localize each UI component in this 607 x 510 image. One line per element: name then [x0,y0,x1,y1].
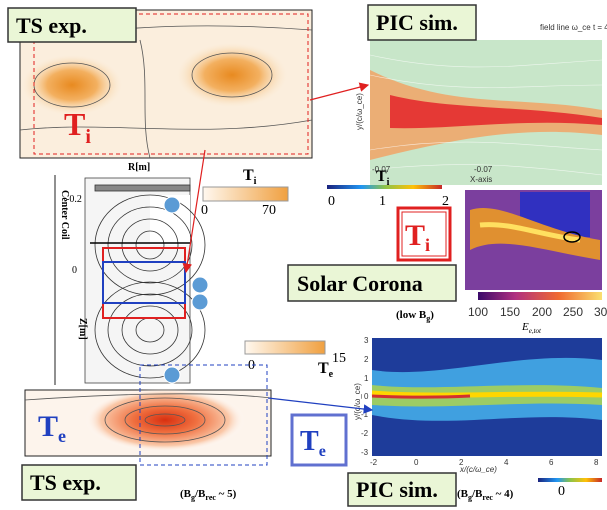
ts-bottom-note: (Bg/Brec ~ 5) [180,488,237,502]
pic-bottom-image [371,338,603,456]
ti-sim-tick: 1 [379,194,386,209]
label-box [21,464,137,501]
x-tick: -2 [370,458,378,467]
solar-image [465,190,602,290]
ts-top-title: TS exp. [16,13,87,38]
coil-label: Center Coil [59,190,70,240]
pic-bottom-colorbar-tick: 0 [558,484,565,499]
pic-top-x-tick: -0.07 [372,165,391,174]
arrow [267,397,374,414]
x-tick: 2 [459,458,464,467]
y-tick: -1 [361,410,369,419]
ti-sim-colorbar [327,185,442,189]
y-tick: 1 [364,374,369,383]
ti-tick: 0 [201,203,208,218]
z-tick: -0.2 [66,194,82,205]
ti-colorbar-label: Ti [243,167,257,187]
r-label: R[m] [128,162,150,173]
x-tick: 6 [549,458,554,467]
pic-top-title: PIC sim. [376,10,458,35]
pic-top-header: field line ω_ce t = 400.785 [540,23,607,32]
ts-top-image [19,9,313,159]
ti-label: Ti [64,106,91,148]
arrow [182,149,206,274]
z-tick: 0 [72,265,77,276]
pic-bottom-colorbar [538,478,602,482]
ts-bottom-image [24,388,272,457]
pic-bottom-x-label: x/(c/ω_ce) [459,465,497,474]
pic-top-image [369,40,603,185]
pic-bottom-note: (Bg/Brec ~ 4) [457,488,514,502]
solar-tick: 100 [468,305,488,319]
solar-colorbar [478,292,602,300]
x-tick: 4 [504,458,509,467]
y-tick: -3 [361,448,369,457]
solar-tick: 150 [500,305,520,319]
y-tick: 0 [364,392,369,401]
ti-tick: 70 [262,203,276,218]
ti-boxed-label: Ti [405,219,430,255]
ti-sim-colorbar-label: Ti [376,168,390,188]
y-tick: -2 [361,429,369,438]
ts-bottom-title: TS exp. [30,470,101,495]
solar-tick: 300 [594,305,607,319]
ti-boxed [396,206,452,262]
arrow [309,82,370,101]
te-boxed-label: Te [300,426,326,460]
te-tick: 15 [332,351,346,366]
blue-dashed [139,364,268,466]
te-colorbar-label: Te [318,360,334,380]
pic-top-x-label: X-axis [470,175,492,184]
te-colorbar [244,340,326,355]
pic-bottom-title: PIC sim. [356,477,438,502]
x-tick: 8 [594,458,599,467]
ti-colorbar [202,186,289,202]
te-label: Te [38,410,66,446]
y-tick: 2 [364,355,369,364]
te-boxed [290,413,348,467]
label-box [347,472,457,507]
label-box [7,7,137,43]
label-box [287,264,457,302]
ti-sim-tick: 0 [328,194,335,209]
solar-note: (low Bg) [396,309,434,323]
label-box [367,4,477,41]
solar-title: Solar Corona [297,271,423,296]
blue-region [102,261,186,304]
solar-colorbar-label: Ee,tot [521,321,542,335]
y-tick: 3 [364,336,369,345]
coils [163,196,209,384]
pic-top-y-label: y/(c/ω_ce) [355,93,364,130]
solar-tick: 250 [563,305,583,319]
x-tick: 0 [414,458,419,467]
pic-top-x-tick: -0.07 [474,165,493,174]
ti-sim-tick: 2 [442,194,449,209]
te-tick: 0 [248,358,255,373]
solar-tick: 200 [532,305,552,319]
z-label: Z[m] [77,318,88,340]
pic-bottom-y-label: y/(c/ω_ce) [353,383,362,420]
